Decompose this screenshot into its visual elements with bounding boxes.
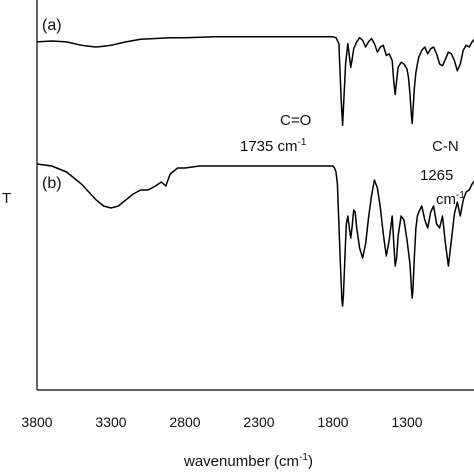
- annotation-co-wavenumber-text: 1735 cm: [240, 138, 298, 155]
- annotation-cn-unit: cm-1: [436, 190, 465, 208]
- panel-label-b: (b): [42, 175, 62, 192]
- x-tick-label: 2800: [169, 414, 200, 430]
- x-axis-label-close: ): [308, 453, 313, 470]
- x-tick-label: 2300: [243, 414, 274, 430]
- x-axis-label-sup: -1: [299, 452, 308, 463]
- annotation-co-wavenumber: 1735 cm-1: [240, 137, 307, 155]
- annotation-cn-label: C-N: [432, 138, 459, 155]
- annotation-cn-unit-text: cm: [436, 191, 456, 208]
- x-tick-label: 3800: [21, 414, 52, 430]
- x-tick-label: 1800: [317, 414, 348, 430]
- x-axis-ticks: 3800330028002300180013008: [21, 414, 422, 430]
- x-tick-label: 1300: [391, 414, 422, 430]
- x-axis-label: wavenumber (cm-1): [183, 452, 313, 470]
- x-axis-label-text: wavenumber (cm: [183, 453, 299, 470]
- y-axis-label: T: [2, 190, 11, 207]
- x-tick-label: 3300: [95, 414, 126, 430]
- annotation-cn-wavenumber: 1265: [420, 167, 453, 184]
- annotation-co-label: C=O: [280, 112, 311, 129]
- spectrum-line-b: [36, 163, 474, 307]
- spectrum-line-a: [36, 36, 474, 126]
- annotation-cn-sup: -1: [456, 190, 465, 201]
- annotation-co-sup: -1: [298, 137, 307, 148]
- panel-label-a: (a): [42, 17, 62, 34]
